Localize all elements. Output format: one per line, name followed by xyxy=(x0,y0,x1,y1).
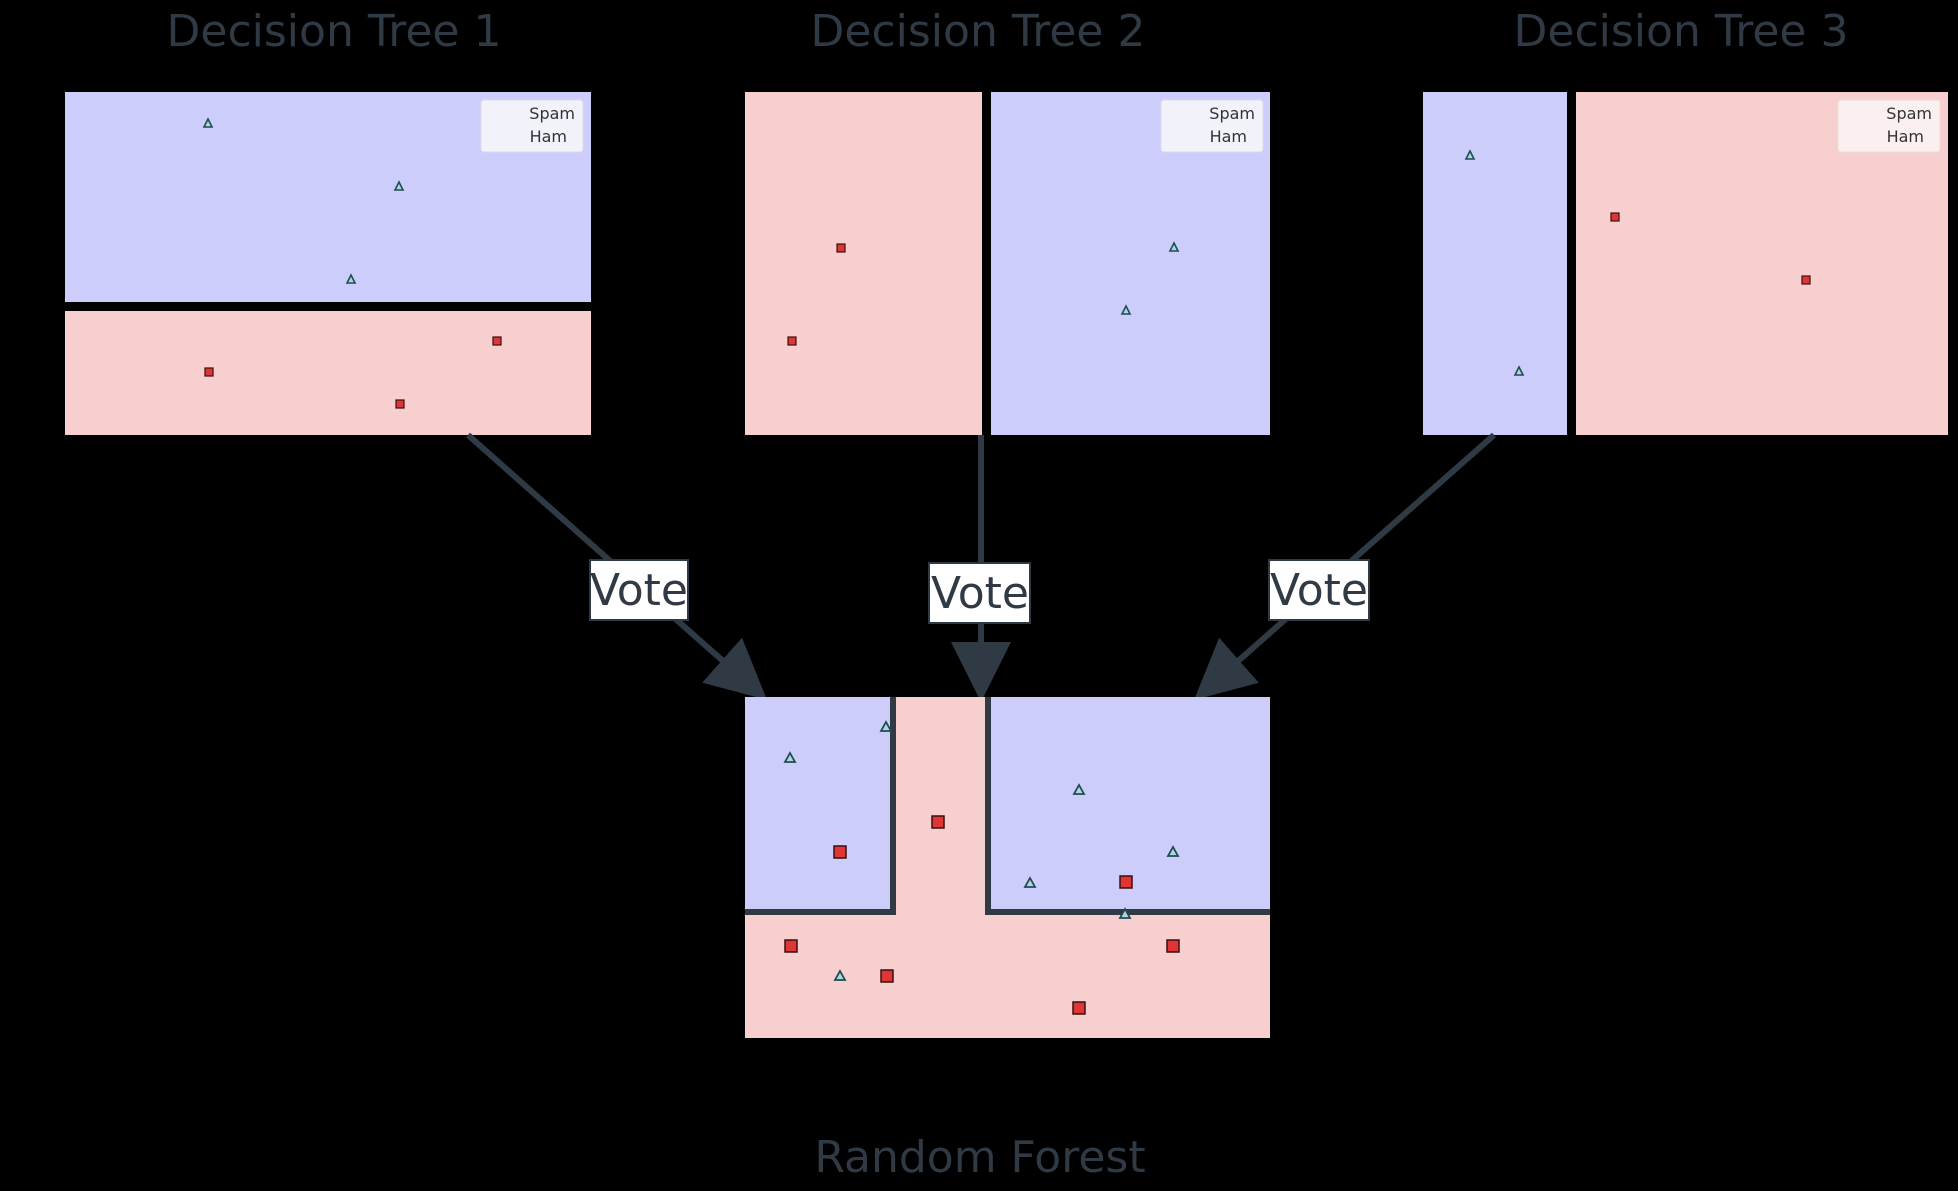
forest-spam-point xyxy=(1166,845,1180,857)
tree3-panel: Spam Ham xyxy=(1423,92,1948,435)
tree1-ham-point xyxy=(395,399,405,409)
vote-label-3: Vote xyxy=(1270,565,1368,616)
forest-spam-point xyxy=(1118,907,1132,919)
tree1-legend-ham: Ham xyxy=(530,127,567,146)
tree1-title: Decision Tree 1 xyxy=(167,6,502,57)
tree1-spam-point xyxy=(202,117,214,128)
vote-box-2 xyxy=(928,562,1031,624)
vote-arrow-2: Vote xyxy=(928,435,1031,702)
tree2-legend-spam: Spam xyxy=(1209,104,1255,123)
tree2-ham-point xyxy=(836,243,846,253)
vote-box-1 xyxy=(589,559,689,621)
tree2-title: Decision Tree 2 xyxy=(811,6,1146,57)
tree3-legend: Spam Ham xyxy=(1837,99,1941,153)
vote-arrow-3: Vote xyxy=(1194,432,1496,700)
forest-ham-point xyxy=(1166,939,1180,953)
forest-ham-point xyxy=(784,939,798,953)
tree1-ham-point xyxy=(204,367,214,377)
vote-arrow-1: Vote xyxy=(466,432,767,700)
vote-label-2: Vote xyxy=(931,568,1029,619)
tree2-panel: Spam Ham xyxy=(745,92,1270,435)
tree1-panel: Spam Ham xyxy=(65,92,591,435)
tree1-ham-region xyxy=(65,311,591,435)
vote-label-1: Vote xyxy=(590,565,688,616)
forest-ham-point xyxy=(833,845,847,859)
tree3-title: Decision Tree 3 xyxy=(1514,6,1849,57)
forest-spam-point xyxy=(879,720,893,732)
forest-spam-point xyxy=(783,751,797,763)
tree2-spam-point xyxy=(1168,241,1180,252)
forest-ham-point xyxy=(1119,875,1133,889)
forest-spam-point xyxy=(833,969,847,981)
forest-spam-region-left xyxy=(745,697,893,912)
tree2-legend-ham: Ham xyxy=(1210,127,1247,146)
tree3-spam-region xyxy=(1423,92,1567,435)
vote-box-3 xyxy=(1268,559,1370,621)
forest-ham-point xyxy=(880,969,894,983)
tree3-spam-point xyxy=(1464,149,1476,160)
forest-ham-point xyxy=(931,815,945,829)
forest-split-right xyxy=(985,697,1270,915)
tree1-spam-point xyxy=(393,180,405,191)
forest-spam-point xyxy=(1023,876,1037,888)
tree1-legend-spam: Spam xyxy=(529,104,575,123)
forest-panel xyxy=(745,697,1270,1038)
tree2-spam-point xyxy=(1120,304,1132,315)
tree1-ham-point xyxy=(492,336,502,346)
tree3-ham-point xyxy=(1801,275,1811,285)
tree3-spam-point xyxy=(1513,365,1525,376)
tree3-ham-point xyxy=(1610,212,1620,222)
tree2-legend: Spam Ham xyxy=(1160,99,1264,153)
tree2-ham-point xyxy=(787,336,797,346)
forest-spam-point xyxy=(1072,783,1086,795)
tree1-spam-point xyxy=(345,273,357,284)
tree2-ham-region xyxy=(745,92,982,435)
tree3-legend-spam: Spam xyxy=(1886,104,1932,123)
tree3-legend-ham: Ham xyxy=(1887,127,1924,146)
tree1-legend: Spam Ham xyxy=(480,99,584,153)
forest-split-left xyxy=(745,697,896,915)
forest-ham-point xyxy=(1072,1001,1086,1015)
forest-title: Random Forest xyxy=(814,1132,1145,1183)
